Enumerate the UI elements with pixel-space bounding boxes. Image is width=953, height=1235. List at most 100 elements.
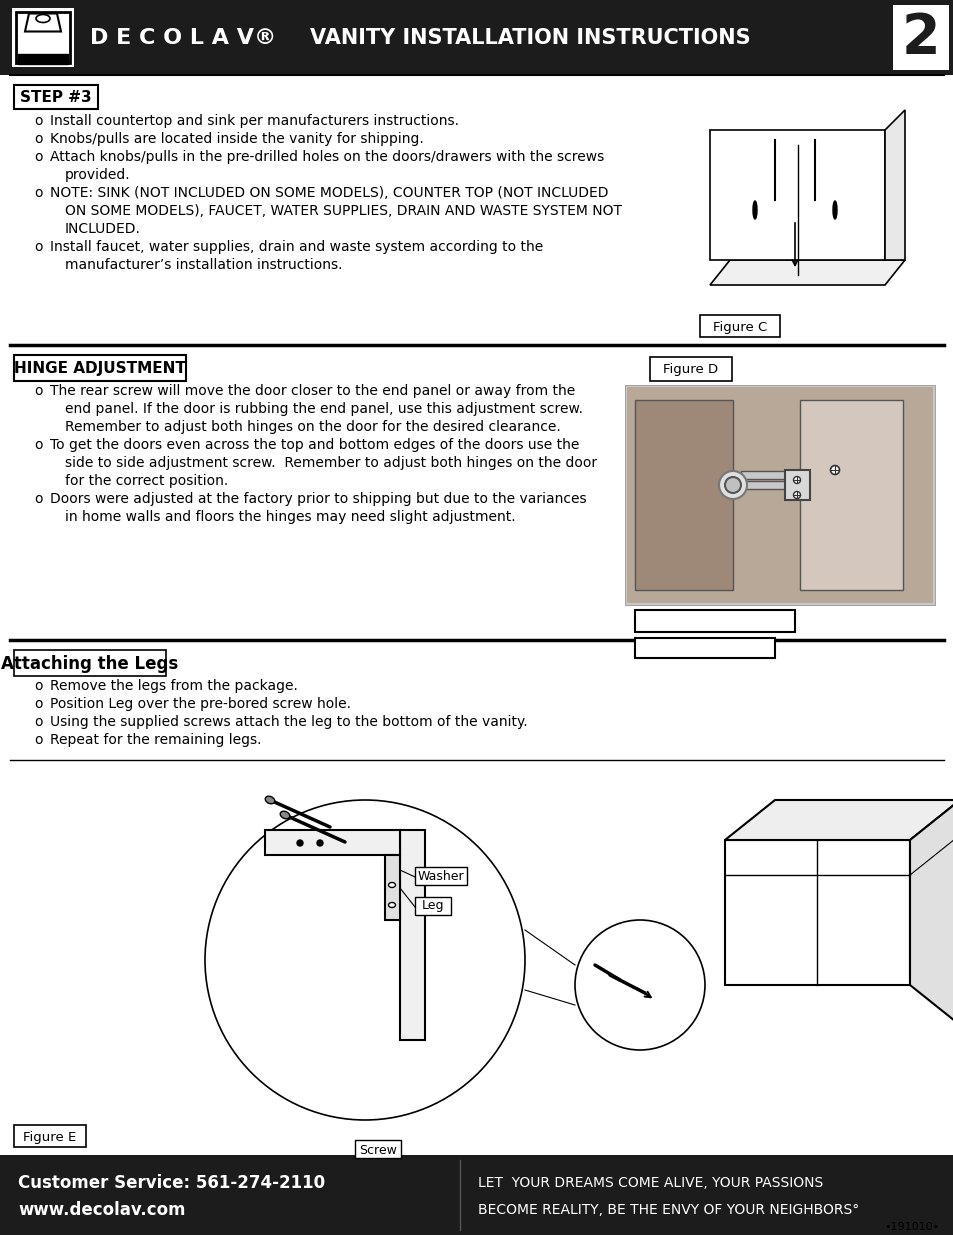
FancyBboxPatch shape	[624, 385, 934, 605]
FancyBboxPatch shape	[18, 54, 68, 64]
FancyBboxPatch shape	[355, 1140, 400, 1158]
FancyBboxPatch shape	[0, 1155, 953, 1235]
Ellipse shape	[388, 903, 395, 908]
FancyBboxPatch shape	[740, 471, 784, 479]
FancyBboxPatch shape	[892, 5, 948, 70]
Text: Install faucet, water supplies, drain and waste system according to the: Install faucet, water supplies, drain an…	[50, 240, 542, 254]
Text: in home walls and floors the hinges may need slight adjustment.: in home walls and floors the hinges may …	[65, 510, 515, 524]
Ellipse shape	[830, 466, 839, 474]
Text: Remove the legs from the package.: Remove the legs from the package.	[50, 679, 297, 693]
Text: side to side adjustment screw.  Remember to adjust both hinges on the door: side to side adjustment screw. Remember …	[65, 456, 597, 471]
FancyBboxPatch shape	[12, 7, 74, 67]
Text: To get the doors even across the top and bottom edges of the doors use the: To get the doors even across the top and…	[50, 438, 578, 452]
Text: BECOME REALITY, BE THE ENVY OF YOUR NEIGHBORS°: BECOME REALITY, BE THE ENVY OF YOUR NEIG…	[477, 1203, 859, 1216]
FancyBboxPatch shape	[635, 610, 794, 632]
Text: Customer Service: 561-274-2110: Customer Service: 561-274-2110	[18, 1174, 325, 1192]
Text: for the correct position.: for the correct position.	[65, 474, 228, 488]
Ellipse shape	[752, 201, 757, 219]
Text: o: o	[34, 715, 43, 729]
Text: Position Leg over the pre-bored screw hole.: Position Leg over the pre-bored screw ho…	[50, 697, 351, 711]
Text: o: o	[34, 186, 43, 200]
FancyBboxPatch shape	[16, 12, 70, 63]
FancyBboxPatch shape	[14, 85, 98, 109]
Polygon shape	[265, 830, 399, 855]
Text: Knobs/pulls are located inside the vanity for shipping.: Knobs/pulls are located inside the vanit…	[50, 132, 423, 146]
FancyBboxPatch shape	[14, 354, 186, 382]
Text: end panel. If the door is rubbing the end panel, use this adjustment screw.: end panel. If the door is rubbing the en…	[65, 403, 582, 416]
Text: manufacturer’s installation instructions.: manufacturer’s installation instructions…	[65, 258, 342, 272]
Ellipse shape	[793, 477, 800, 483]
Text: Remember to adjust both hinges on the door for the desired clearance.: Remember to adjust both hinges on the do…	[65, 420, 560, 433]
Ellipse shape	[793, 492, 800, 499]
Text: Using the supplied screws attach the leg to the bottom of the vanity.: Using the supplied screws attach the leg…	[50, 715, 527, 729]
Text: VANITY INSTALLATION INSTRUCTIONS: VANITY INSTALLATION INSTRUCTIONS	[310, 27, 750, 47]
Circle shape	[205, 800, 524, 1120]
Polygon shape	[724, 840, 909, 986]
Ellipse shape	[36, 15, 50, 22]
Text: STEP #3: STEP #3	[20, 90, 91, 105]
FancyBboxPatch shape	[635, 400, 732, 590]
Text: Leg: Leg	[421, 899, 444, 913]
Text: o: o	[34, 438, 43, 452]
Polygon shape	[399, 830, 424, 1040]
Text: INCLUDED.: INCLUDED.	[65, 222, 141, 236]
Text: NOTE: SINK (NOT INCLUDED ON SOME MODELS), COUNTER TOP (NOT INCLUDED: NOTE: SINK (NOT INCLUDED ON SOME MODELS)…	[50, 186, 608, 200]
FancyBboxPatch shape	[14, 1125, 86, 1147]
Text: o: o	[34, 149, 43, 164]
Text: o: o	[34, 679, 43, 693]
Text: Figure C: Figure C	[712, 321, 766, 333]
Polygon shape	[709, 130, 884, 261]
Circle shape	[296, 840, 303, 846]
Text: Doors were adjusted at the factory prior to shipping but due to the variances: Doors were adjusted at the factory prior…	[50, 492, 586, 506]
FancyBboxPatch shape	[415, 867, 467, 885]
Text: o: o	[34, 492, 43, 506]
FancyBboxPatch shape	[14, 650, 166, 676]
Polygon shape	[709, 261, 904, 285]
Text: The rear screw will move the door closer to the end panel or away from the: The rear screw will move the door closer…	[50, 384, 575, 398]
Text: Figure E: Figure E	[24, 1130, 76, 1144]
FancyBboxPatch shape	[626, 387, 932, 603]
Text: o: o	[34, 384, 43, 398]
FancyBboxPatch shape	[800, 400, 902, 590]
Text: •191010•: •191010•	[884, 1221, 939, 1233]
Polygon shape	[385, 855, 399, 920]
Polygon shape	[724, 800, 953, 840]
Text: Repeat for the remaining legs.: Repeat for the remaining legs.	[50, 734, 261, 747]
FancyBboxPatch shape	[415, 897, 451, 915]
Ellipse shape	[832, 201, 836, 219]
Text: o: o	[34, 697, 43, 711]
Ellipse shape	[388, 883, 395, 888]
Ellipse shape	[719, 471, 746, 499]
FancyBboxPatch shape	[649, 357, 731, 382]
Text: o: o	[34, 114, 43, 128]
Text: Screw: Screw	[358, 1144, 396, 1156]
Text: Figure D: Figure D	[662, 363, 718, 375]
Text: 2: 2	[901, 11, 940, 64]
Circle shape	[575, 920, 704, 1050]
FancyBboxPatch shape	[0, 0, 953, 75]
Polygon shape	[25, 14, 61, 32]
Ellipse shape	[280, 811, 290, 819]
Text: LET  YOUR DREAMS COME ALIVE, YOUR PASSIONS: LET YOUR DREAMS COME ALIVE, YOUR PASSION…	[477, 1176, 822, 1191]
Text: Install countertop and sink per manufacturers instructions.: Install countertop and sink per manufact…	[50, 114, 458, 128]
FancyBboxPatch shape	[700, 315, 780, 337]
Text: www.decolav.com: www.decolav.com	[18, 1200, 185, 1219]
FancyBboxPatch shape	[784, 471, 809, 500]
Text: Attach knobs/pulls in the pre-drilled holes on the doors/drawers with the screws: Attach knobs/pulls in the pre-drilled ho…	[50, 149, 603, 164]
Text: o: o	[34, 734, 43, 747]
Polygon shape	[909, 800, 953, 1025]
FancyBboxPatch shape	[740, 480, 784, 489]
Polygon shape	[884, 110, 904, 261]
Circle shape	[316, 840, 323, 846]
Text: Washer: Washer	[417, 869, 464, 883]
Text: HINGE ADJUSTMENT: HINGE ADJUSTMENT	[14, 362, 186, 377]
FancyBboxPatch shape	[635, 638, 774, 658]
Text: o: o	[34, 132, 43, 146]
Ellipse shape	[265, 797, 274, 804]
Text: ON SOME MODELS), FAUCET, WATER SUPPLIES, DRAIN AND WASTE SYSTEM NOT: ON SOME MODELS), FAUCET, WATER SUPPLIES,…	[65, 204, 621, 219]
Text: provided.: provided.	[65, 168, 131, 182]
Ellipse shape	[724, 477, 740, 493]
Text: o: o	[34, 240, 43, 254]
Text: Attaching the Legs: Attaching the Legs	[1, 655, 178, 673]
Text: D E C O L A V®: D E C O L A V®	[90, 27, 276, 47]
